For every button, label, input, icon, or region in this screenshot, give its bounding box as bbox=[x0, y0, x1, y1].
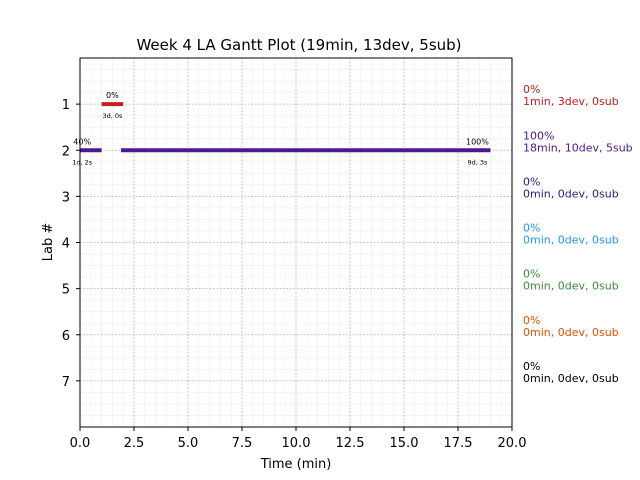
y-tick-label: 3 bbox=[62, 190, 70, 205]
x-tick-label: 2.5 bbox=[124, 436, 145, 451]
x-tick-label: 5.0 bbox=[178, 436, 199, 451]
side-summary-label: 18min, 10dev, 5sub bbox=[523, 141, 633, 154]
y-tick-label: 7 bbox=[62, 375, 70, 390]
side-summary-label: 0min, 0dev, 0sub bbox=[523, 280, 619, 293]
y-axis-label: Lab # bbox=[41, 223, 56, 262]
y-tick-label: 6 bbox=[62, 329, 70, 344]
y-tick-label: 2 bbox=[62, 144, 70, 159]
y-tick-label: 4 bbox=[62, 237, 70, 252]
bar-detail-label: 9d, 3s bbox=[467, 158, 488, 166]
bar-percent-label: 100% bbox=[466, 137, 489, 146]
gantt-bar bbox=[121, 148, 491, 153]
side-percent-label: 0% bbox=[523, 222, 540, 235]
gantt-bar bbox=[101, 102, 124, 107]
grid bbox=[79, 57, 513, 428]
side-summary-label: 0min, 0dev, 0sub bbox=[523, 234, 619, 247]
bar-percent-label: 40% bbox=[73, 137, 91, 146]
x-tick-label: 20.0 bbox=[498, 436, 527, 451]
x-tick-label: 15.0 bbox=[390, 436, 419, 451]
side-summary-label: 1min, 3dev, 0sub bbox=[523, 95, 619, 108]
bars bbox=[80, 102, 491, 153]
y-tick-label: 1 bbox=[62, 98, 70, 113]
bar-annotations: 0% 3d, 0s 40% 1d, 2s 100% 9d, 3s bbox=[72, 91, 489, 166]
side-percent-label: 0% bbox=[523, 360, 540, 373]
bar-percent-label: 0% bbox=[106, 91, 119, 100]
side-percent-label: 100% bbox=[523, 129, 554, 142]
x-tick-label: 7.5 bbox=[232, 436, 253, 451]
side-percent-label: 0% bbox=[523, 314, 540, 327]
x-tick-label: 17.5 bbox=[444, 436, 473, 451]
bar-detail-label: 1d, 2s bbox=[72, 158, 93, 166]
side-percent-label: 0% bbox=[523, 83, 540, 96]
x-tick-label: 12.5 bbox=[336, 436, 365, 451]
side-summary-label: 0min, 0dev, 0sub bbox=[523, 372, 619, 385]
x-tick-label: 10.0 bbox=[282, 436, 311, 451]
side-summary-label: 0min, 0dev, 0sub bbox=[523, 187, 619, 200]
side-percent-label: 0% bbox=[523, 268, 540, 281]
bar-detail-label: 3d, 0s bbox=[102, 112, 123, 120]
y-tick-label: 5 bbox=[62, 283, 70, 298]
side-percent-label: 0% bbox=[523, 175, 540, 188]
side-summary-label: 0min, 0dev, 0sub bbox=[523, 326, 619, 339]
x-tick-label: 0.0 bbox=[70, 436, 91, 451]
x-axis-label: Time (min) bbox=[260, 457, 332, 472]
axis-ticks: 0.0 2.5 5.0 7.5 10.0 12.5 15.0 17.5 20.0 1 2 3 4 5 6 7 bbox=[62, 98, 527, 451]
gantt-bar bbox=[80, 148, 102, 153]
chart-title: Week 4 LA Gantt Plot (19min, 13dev, 5sub… bbox=[136, 36, 461, 54]
